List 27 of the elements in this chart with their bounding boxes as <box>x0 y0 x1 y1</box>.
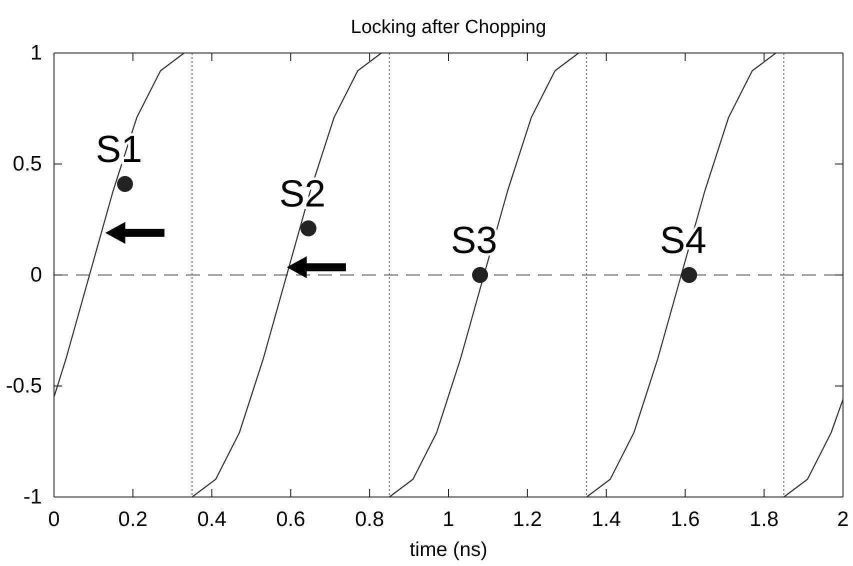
point <box>117 176 133 192</box>
y-tick-label: 0 <box>30 264 42 287</box>
x-axis-title: time (ns) <box>410 539 488 561</box>
x-tick-label: 0.8 <box>355 508 384 531</box>
line-series <box>783 398 844 498</box>
x-tick-label: 0.4 <box>197 508 227 531</box>
x-tick-label: 0.2 <box>118 508 148 531</box>
x-tick-label: 1.4 <box>592 508 622 531</box>
point <box>472 267 488 283</box>
x-tick-label: 0.6 <box>276 508 306 531</box>
x-tick-label: 1.2 <box>512 508 542 531</box>
line-series <box>53 52 185 398</box>
y-tick-label: 1 <box>30 42 42 65</box>
point <box>300 220 316 236</box>
x-tick-label: 2 <box>837 508 849 531</box>
point <box>681 267 698 283</box>
line-series <box>191 52 382 498</box>
x-tick-label: 1.6 <box>670 508 700 531</box>
x-tick-label: 0 <box>48 508 60 531</box>
line-series <box>586 52 777 498</box>
x-tick-label: 1.8 <box>750 508 779 531</box>
y-tick-label: -1 <box>23 486 42 509</box>
line-series <box>388 52 580 498</box>
y-tick-label: 0.5 <box>12 152 42 176</box>
y-tick-label: -0.5 <box>6 374 42 398</box>
x-tick-label: 1 <box>442 508 454 531</box>
chart-title: Locking after Chopping <box>350 17 546 38</box>
